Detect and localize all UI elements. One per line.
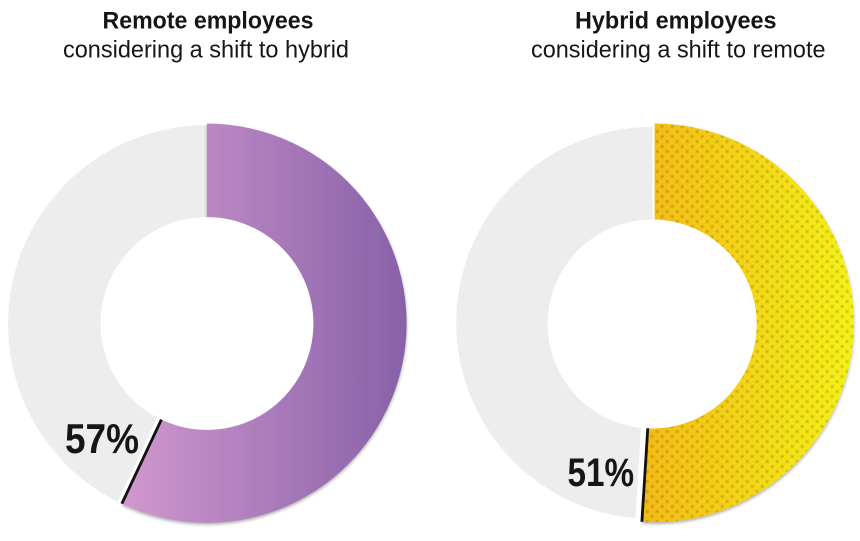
svg-text:57%: 57% [65,415,139,462]
svg-text:considering a shift to remote: considering a shift to remote [531,37,826,64]
svg-text:considering a shift to hybrid: considering a shift to hybrid [63,37,349,64]
svg-text:Hybrid employees: Hybrid employees [575,8,777,35]
svg-text:Remote employees: Remote employees [103,8,314,35]
svg-text:51%: 51% [568,451,635,495]
